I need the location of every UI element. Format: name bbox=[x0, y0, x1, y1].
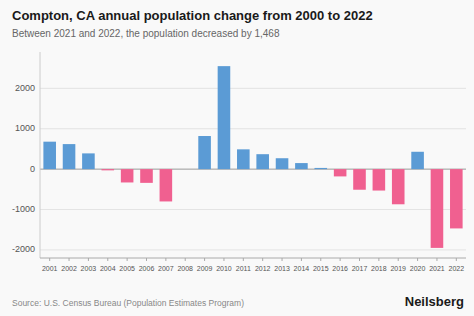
bar bbox=[140, 169, 153, 183]
chart: Compton, CA annual population change fro… bbox=[0, 0, 474, 316]
bar bbox=[82, 153, 95, 169]
x-tick bbox=[301, 258, 302, 261]
x-tick-label: 2002 bbox=[61, 265, 77, 272]
x-tick-label: 2019 bbox=[390, 265, 406, 272]
x-tick bbox=[88, 258, 89, 261]
bars bbox=[43, 66, 462, 248]
y-tick-label: 0 bbox=[30, 164, 35, 174]
bar bbox=[121, 169, 134, 182]
bar bbox=[373, 169, 386, 190]
x-tick bbox=[320, 258, 321, 261]
grid-line bbox=[40, 128, 466, 129]
bar bbox=[334, 169, 347, 176]
bar bbox=[314, 168, 327, 169]
x-tick bbox=[340, 258, 341, 261]
x-tick-label: 2003 bbox=[81, 265, 97, 272]
bar bbox=[411, 152, 424, 169]
grid-line bbox=[40, 209, 466, 210]
x-tick bbox=[146, 258, 147, 261]
bar bbox=[218, 66, 231, 169]
x-axis-line bbox=[40, 258, 466, 259]
x-tick-label: 2010 bbox=[216, 265, 232, 272]
title: Compton, CA annual population change fro… bbox=[12, 8, 373, 23]
x-tick-label: 2006 bbox=[139, 265, 155, 272]
grid bbox=[40, 88, 466, 250]
brand: Neilsberg bbox=[405, 294, 464, 309]
x-tick bbox=[398, 258, 399, 261]
bar bbox=[101, 169, 114, 170]
bar bbox=[237, 149, 250, 169]
x-tick bbox=[223, 258, 224, 261]
x-tick-label: 2014 bbox=[294, 265, 310, 272]
x-tick-label: 2022 bbox=[449, 265, 465, 272]
y-tick-label: -1000 bbox=[12, 204, 35, 214]
x-tick bbox=[127, 258, 128, 261]
x-tick bbox=[262, 258, 263, 261]
x-tick-label: 2001 bbox=[42, 265, 58, 272]
x-tick-label: 2005 bbox=[119, 265, 135, 272]
bar bbox=[256, 154, 269, 169]
x-tick bbox=[185, 258, 186, 261]
x-tick bbox=[456, 258, 457, 261]
x-tick bbox=[49, 258, 50, 261]
x-tick bbox=[107, 258, 108, 261]
x-tick-label: 2012 bbox=[255, 265, 271, 272]
x-tick bbox=[204, 258, 205, 261]
x-tick bbox=[243, 258, 244, 261]
grid-line bbox=[40, 249, 466, 250]
x-tick-label: 2020 bbox=[410, 265, 426, 272]
x-tick-label: 2016 bbox=[332, 265, 348, 272]
x-tick-label: 2018 bbox=[371, 265, 387, 272]
x-tick-label: 2008 bbox=[177, 265, 193, 272]
bar bbox=[63, 144, 76, 169]
y-axis-line bbox=[40, 52, 41, 258]
bar bbox=[295, 163, 308, 169]
x-tick bbox=[436, 258, 437, 261]
bar bbox=[198, 136, 211, 169]
x-tick bbox=[359, 258, 360, 261]
x-tick-label: 2013 bbox=[274, 265, 290, 272]
x-tick-label: 2007 bbox=[158, 265, 174, 272]
x-tick bbox=[282, 258, 283, 261]
x-tick bbox=[378, 258, 379, 261]
source: Source: U.S. Census Bureau (Population E… bbox=[12, 298, 244, 308]
grid-line bbox=[40, 88, 466, 89]
bar bbox=[392, 169, 405, 204]
x-tick-label: 2011 bbox=[236, 265, 251, 272]
bar bbox=[179, 169, 192, 170]
y-tick-label: -2000 bbox=[12, 244, 35, 254]
x-tick bbox=[69, 258, 70, 261]
bar bbox=[431, 169, 444, 248]
chart-container: Compton, CA annual population change fro… bbox=[0, 0, 474, 316]
y-tick-label: 2000 bbox=[15, 83, 35, 93]
bar bbox=[353, 169, 366, 190]
y-tick-label: 1000 bbox=[15, 123, 35, 133]
x-tick bbox=[417, 258, 418, 261]
bar bbox=[276, 158, 289, 169]
x-tick-label: 2004 bbox=[100, 265, 116, 272]
x-tick-label: 2021 bbox=[429, 265, 445, 272]
bar bbox=[43, 142, 56, 169]
x-tick-label: 2009 bbox=[197, 265, 213, 272]
x-tick bbox=[165, 258, 166, 261]
x-tick-label: 2017 bbox=[352, 265, 368, 272]
bar bbox=[160, 169, 173, 201]
bar bbox=[450, 169, 463, 228]
subtitle: Between 2021 and 2022, the population de… bbox=[12, 28, 280, 39]
x-tick-label: 2015 bbox=[313, 265, 329, 272]
